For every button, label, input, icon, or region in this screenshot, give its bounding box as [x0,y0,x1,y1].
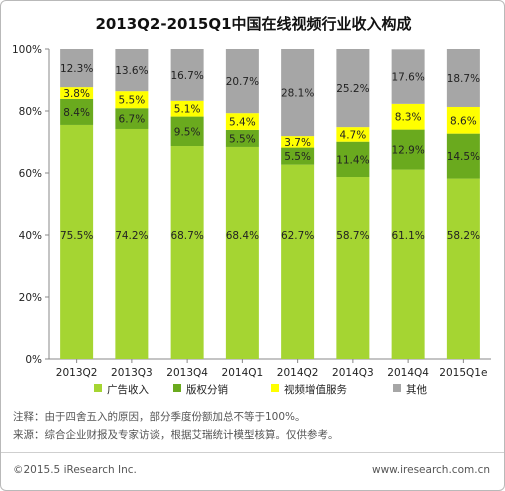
data-label: 61.1% [391,230,424,242]
bar-segment [225,129,259,147]
bar-segment [336,177,370,359]
copyright: ©2015.5 iResearch Inc. [13,464,137,476]
y-tick-label: 20% [19,292,42,304]
data-label: 28.1% [281,88,314,100]
bar-segment [115,128,149,359]
data-label: 6.7% [119,114,146,126]
data-label: 14.5% [447,151,480,163]
data-label: 5.1% [174,104,201,116]
data-label: 3.7% [284,137,311,149]
data-label: 75.5% [60,230,93,242]
y-tick-label: 60% [19,168,42,180]
bar-segment [170,146,204,359]
x-tick-label: 2014Q3 [332,367,374,379]
data-label: 74.2% [115,230,148,242]
data-label: 5.4% [229,117,256,129]
bar-segment [446,106,480,134]
y-tick-label: 100% [12,44,42,56]
bar-segment [60,98,94,125]
data-label: 8.4% [63,107,90,119]
data-label: 68.4% [226,230,259,242]
bar-segment [391,103,425,130]
bar-segment [446,133,480,179]
data-label: 25.2% [336,83,369,95]
data-label: 58.2% [447,230,480,242]
data-label: 20.7% [226,76,259,88]
data-label: 8.3% [395,112,422,124]
y-tick-label: 0% [25,354,42,366]
data-label: 9.5% [174,126,201,138]
data-label: 58.7% [336,230,369,242]
legend-swatch [271,384,279,392]
note-source: 来源：综合企业财报及专家访谈，根据艾瑞统计模型核算。仅供参考。 [13,429,339,441]
x-tick-label: 2013Q2 [56,367,98,379]
x-tick-label: 2013Q3 [111,367,153,379]
note-rounding: 注释：由于四舍五入的原因，部分季度份额加总不等于100%。 [13,411,306,423]
data-label: 5.5% [229,133,256,145]
bar-segment [336,127,370,142]
bar-segment [60,49,94,88]
data-label: 8.6% [450,115,477,127]
legend-label: 其他 [406,383,427,396]
legend-swatch [393,384,401,392]
data-label: 11.4% [336,154,369,166]
bar-segment [391,129,425,170]
x-tick-label: 2013Q4 [166,367,208,379]
data-label: 5.5% [119,95,146,107]
data-label: 16.7% [170,70,203,82]
legend-label: 版权分销 [186,383,228,396]
bar-segment [115,108,149,129]
data-label: 5.5% [284,151,311,163]
x-tick-label: 2015Q1e [439,367,487,379]
bar-segment [60,87,94,99]
bar-segment [446,178,480,359]
bar-segment [446,49,480,107]
data-label: 17.6% [391,72,424,84]
legend-swatch [94,384,102,392]
x-tick-label: 2014Q1 [222,367,264,379]
bar-segment [281,164,315,359]
bar-segment [170,49,204,101]
y-tick-label: 80% [19,106,42,118]
notes: 注释：由于四舍五入的原因，部分季度份额加总不等于100%。 来源：综合企业财报及… [13,408,339,444]
bar-segment [170,116,204,147]
data-label: 62.7% [281,230,314,242]
data-label: 4.7% [340,129,367,141]
bar-segment [336,141,370,178]
bar-segment [336,49,370,128]
x-tick-label: 2014Q4 [387,367,429,379]
chart-title: 2013Q2-2015Q1中国在线视频行业收入构成 [95,15,412,33]
bar-segment [115,91,149,109]
stacked-bar-chart: 0% 20% 40% 60% 80% 100% 75.5% 8.4% 3.8% 12.3% 2013… [12,44,491,396]
bar-segment [225,113,259,130]
legend-swatch [173,384,181,392]
data-label: 18.7% [447,73,480,85]
bar-segment [115,49,149,92]
bar-segment [281,49,315,137]
data-label: 12.3% [60,63,93,75]
bar-segment [60,124,94,359]
data-label: 13.6% [115,65,148,77]
data-label: 12.9% [391,145,424,157]
website: www.iresearch.com.cn [371,464,490,476]
bar-segment [170,100,204,117]
bar-segment [281,147,315,165]
bar-segment [225,49,259,114]
legend-label: 广告收入 [107,383,149,396]
x-tick-label: 2014Q2 [277,367,319,379]
data-label: 3.8% [63,88,90,100]
data-label: 68.7% [170,230,203,242]
legend-label: 视频增值服务 [284,383,347,396]
bar-segment [391,169,425,359]
footer-divider [1,452,504,453]
y-tick-label: 40% [19,230,42,242]
bar-segment [391,49,425,104]
bar-segment [281,136,315,148]
bar-segment [225,146,259,359]
